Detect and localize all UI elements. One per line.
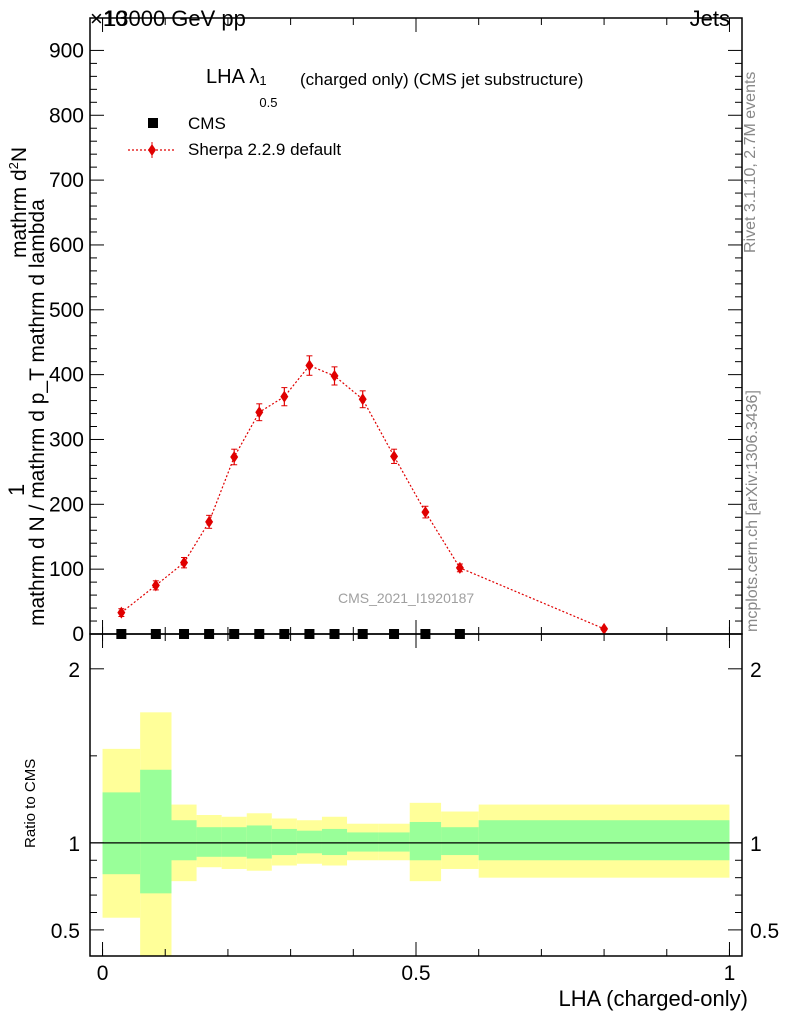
legend-marks: [128, 118, 176, 158]
plot-title-sup: 1: [259, 73, 267, 88]
ratio-inner-band: [102, 792, 141, 875]
ratio-plot-area: 0.5 0.5 1 1 2 2 0 0.5 1: [51, 633, 779, 985]
ratio-inner-band: [441, 827, 479, 856]
x-tick-label: 1: [724, 962, 736, 985]
ratio-inner-band: [246, 825, 272, 859]
y-tick-label: 700: [49, 169, 84, 192]
ratio-y-tick-label-right: 2: [750, 659, 762, 682]
ratio-inner-band: [347, 832, 379, 852]
x-axis-label: LHA (charged-only): [558, 986, 748, 1011]
main-plot-frame: [89, 17, 743, 635]
ratio-inner-band: [196, 827, 222, 857]
mc-point: [117, 606, 126, 619]
mc-point: [230, 450, 239, 463]
mc-series-line: [120, 364, 605, 630]
ratio-y-tick-label-right: 1: [750, 833, 762, 856]
mc-point: [205, 515, 214, 528]
x-tick-label: 0.5: [401, 962, 430, 985]
y-tick-label: 0: [72, 623, 84, 646]
ratio-inner-band: [321, 828, 348, 856]
y-tick-label: 400: [49, 364, 84, 387]
analysis-watermark: CMS_2021_I1920187: [338, 590, 475, 606]
ratio-inner-band: [140, 769, 172, 894]
mc-point: [330, 369, 339, 382]
ratio-inner-band: [296, 830, 322, 854]
ratio-inner-band: [378, 832, 410, 852]
mc-point: [280, 390, 289, 403]
mc-point: [358, 393, 367, 406]
y-tick-label: 300: [49, 428, 84, 451]
mc-point: [421, 506, 430, 519]
mc-point: [151, 579, 160, 592]
ratio-inner-band: [271, 828, 297, 856]
main-plot-area: 0 100 200 300 400 500 600 700 800 900: [49, 17, 743, 646]
ratio-inner-band: [478, 820, 730, 861]
ratio-inner-band: [409, 821, 442, 861]
ratio-inner-band: [171, 820, 197, 861]
mc-point: [455, 561, 464, 574]
mc-point: [600, 622, 609, 635]
mc-point: [255, 406, 264, 419]
legend-cms-marker: [148, 118, 158, 128]
ratio-y-tick-label: 2: [68, 659, 80, 682]
y-tick-label: 800: [49, 104, 84, 127]
y-tick-label: 200: [49, 493, 84, 516]
ratio-y-tick-label: 1: [68, 833, 80, 856]
ratio-plot-frame: [89, 633, 743, 957]
plot-title-sub: 0.5: [259, 95, 278, 110]
ratio-inner-band: [221, 827, 247, 857]
plot-subtitle: (charged only) (CMS jet substructure): [300, 70, 584, 89]
mc-point: [305, 359, 314, 372]
mc-point: [180, 556, 189, 569]
y-tick-label: 600: [49, 234, 84, 257]
legend-mc-label: Sherpa 2.2.9 default: [188, 140, 342, 159]
y-tick-label: 900: [49, 39, 84, 62]
ratio-y-tick-label: 0.5: [51, 920, 80, 943]
y-tick-label: 500: [49, 299, 84, 322]
ratio-y-tick-label-right: 0.5: [750, 920, 779, 943]
plot-title-main: LHA λ: [206, 66, 260, 88]
plot-title: LHA λ 1 0.5: [206, 66, 277, 110]
legend-cms-label: CMS: [188, 114, 226, 133]
y-tick-label: 100: [49, 558, 84, 581]
x-tick-label: 0: [97, 962, 109, 985]
mc-point: [390, 450, 399, 463]
